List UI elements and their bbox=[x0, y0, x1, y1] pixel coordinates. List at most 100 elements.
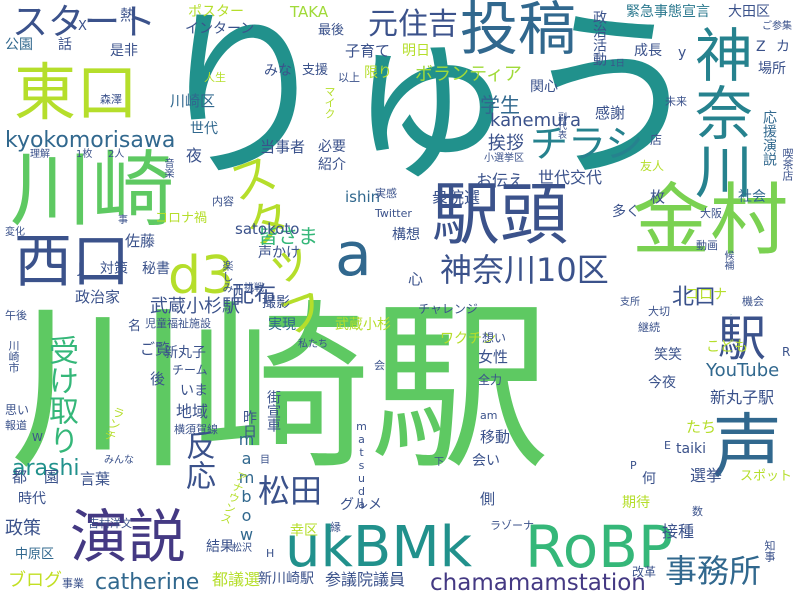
word-ryuu: りゅう bbox=[150, 0, 705, 205]
word-mambow: mambow bbox=[237, 430, 256, 544]
word-kanemura: 金村 bbox=[632, 176, 789, 266]
word-youtube: YouTube bbox=[706, 360, 780, 381]
word-tachi: たち bbox=[686, 418, 717, 436]
word-sedaikoutai: 世代交代 bbox=[538, 168, 603, 187]
word-henka: 変化 bbox=[5, 227, 25, 238]
word-chiji: 知事 bbox=[763, 540, 776, 562]
word-senkyo: 選挙 bbox=[690, 466, 723, 485]
word-h: H bbox=[266, 547, 275, 560]
word-jidoufukushi: 児童福祉施設 bbox=[145, 317, 211, 330]
word-shinmaruko-eki: 新丸子駅 bbox=[710, 388, 775, 407]
word-robp: RoBP bbox=[525, 513, 673, 581]
word-ongaku: 音楽 bbox=[162, 158, 173, 178]
word-hannou: 反応 bbox=[180, 430, 215, 490]
word-kazu: 数 bbox=[692, 505, 703, 518]
word-toukou: 投稿 bbox=[460, 0, 577, 63]
word-uketori: 受け取り bbox=[43, 335, 78, 455]
word-toujisha: 当事者 bbox=[260, 138, 306, 156]
word-kanagawa10ku: 神奈川10区 bbox=[440, 251, 609, 289]
word-shien: 支援 bbox=[302, 63, 329, 78]
word-goran: ご覧 bbox=[140, 340, 171, 358]
word-jikkan: 実感 bbox=[375, 187, 397, 200]
word-otaku: 大田区 bbox=[728, 4, 770, 20]
word-ima: いま bbox=[180, 383, 208, 399]
word-kaikaku: 改革 bbox=[632, 565, 657, 579]
word-ato: 後 bbox=[150, 370, 166, 388]
word-jidai: 時代 bbox=[18, 491, 46, 507]
word-satsuei: 撮影 bbox=[262, 295, 290, 311]
word-shita: 下 bbox=[434, 457, 444, 468]
word-kanshin: 関心 bbox=[530, 79, 558, 95]
word-saiwaiku: 幸区 bbox=[290, 523, 318, 539]
word-me: 目 bbox=[260, 455, 270, 466]
word-1mai: 1枚 bbox=[76, 149, 93, 160]
word-kawasaki-eki: 川崎駅 bbox=[10, 285, 551, 494]
word-yoru: 夜 bbox=[186, 146, 203, 165]
word-kissaten: 喫茶店 bbox=[781, 148, 794, 181]
word-2nin: 2人 bbox=[108, 149, 125, 160]
word-fukudaihyou: 副代表 bbox=[556, 112, 566, 139]
word-seijika: 政治家 bbox=[75, 288, 121, 306]
word-kanagawa: 神奈川 bbox=[685, 25, 753, 199]
word-houdou: 報道 bbox=[5, 419, 27, 432]
word-shoukai: 紹介 bbox=[318, 157, 346, 173]
word-jinsei: 人生 bbox=[204, 71, 226, 84]
word-eki: 駅 bbox=[718, 311, 767, 367]
word-j: J bbox=[78, 261, 83, 277]
word-hanashi: 話 bbox=[58, 37, 72, 53]
word-enzetsu: 演説 bbox=[70, 503, 187, 571]
word-netsu: 熱 bbox=[120, 6, 136, 24]
word-sangiin: 参議院議員 bbox=[325, 570, 406, 589]
word-x: X bbox=[78, 19, 87, 34]
word-team: チーム bbox=[172, 363, 208, 377]
word-volunteer: ボランティア bbox=[415, 64, 522, 85]
word-lazona: ラゾーナ bbox=[490, 519, 534, 532]
word-morisawa: 森澤 bbox=[100, 93, 122, 106]
word-satou: 佐藤 bbox=[125, 232, 156, 250]
word-yoshimura: 吉村洋文 bbox=[88, 517, 132, 530]
word-gosanshuu: ご参集 bbox=[762, 21, 792, 32]
word-r: R bbox=[782, 345, 791, 359]
word-chousen: 挑戦 bbox=[244, 283, 264, 294]
word-josei: 女性 bbox=[478, 348, 509, 366]
word-kinou: 昨日 bbox=[241, 410, 257, 438]
word-taisaku: 対策 bbox=[100, 261, 128, 277]
word-mirai: 未来 bbox=[665, 95, 687, 108]
word-mina: みな bbox=[264, 63, 292, 79]
word-shinmaruko: 新丸子 bbox=[164, 345, 206, 361]
word-kouho: 候補 bbox=[722, 250, 733, 270]
word-kodomo: こども bbox=[706, 339, 748, 355]
word-mic: マイク bbox=[323, 86, 336, 119]
word-jitsugen: 実現 bbox=[268, 317, 296, 333]
word-matsuzawa: 松沢 bbox=[232, 543, 252, 554]
word-watashitachi: 私たち bbox=[298, 339, 328, 350]
word-intern: インターン bbox=[185, 21, 255, 37]
word-shousenkyoku: 小選挙区 bbox=[484, 153, 524, 164]
word-sedai: 世代 bbox=[190, 121, 218, 137]
word-shakai: 社会 bbox=[738, 189, 766, 205]
word-w: W bbox=[32, 431, 43, 444]
word-shinkawasaki-eki: 新川崎駅 bbox=[258, 571, 314, 587]
word-kousou: 構想 bbox=[392, 227, 420, 243]
word-en2: 縁 bbox=[330, 521, 341, 534]
word-sesshu: 接種 bbox=[662, 522, 695, 541]
word-mai: 枚 bbox=[650, 188, 666, 206]
word-seijikatsudou: 政治活動 bbox=[591, 10, 607, 66]
word-kansha: 感謝 bbox=[595, 104, 626, 122]
word-rikai: 理解 bbox=[30, 149, 50, 160]
word-ooku: 多く bbox=[612, 204, 640, 220]
word-kyokomorisawa: kyokomorisawa bbox=[5, 128, 176, 153]
word-kokoro: 心 bbox=[408, 270, 424, 288]
word-kawasaki: 川崎 bbox=[10, 143, 175, 238]
word-nakaharaku: 中原区 bbox=[15, 547, 55, 562]
word-gogo: 午後 bbox=[5, 309, 27, 322]
word-ai: 会い bbox=[472, 453, 500, 469]
word-jigyou: 事業 bbox=[62, 577, 84, 590]
word-corona: コロナ bbox=[685, 287, 727, 303]
word-konya: 今夜 bbox=[648, 375, 676, 391]
word-catherine: catherine bbox=[95, 570, 200, 595]
word-haifu: 配布 bbox=[232, 283, 277, 308]
word-satokoto: satokoto bbox=[235, 220, 300, 238]
word-otsutae: お伝え bbox=[476, 171, 525, 190]
